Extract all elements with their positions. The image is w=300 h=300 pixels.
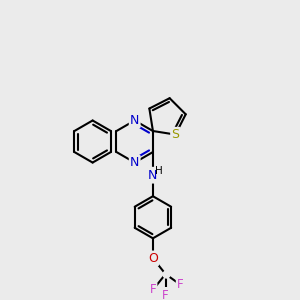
- Text: O: O: [148, 252, 158, 265]
- Text: F: F: [177, 278, 184, 291]
- Text: N: N: [130, 114, 140, 127]
- Text: F: F: [150, 283, 156, 296]
- Text: H: H: [155, 167, 163, 176]
- Text: N: N: [148, 169, 158, 182]
- Text: N: N: [130, 156, 140, 169]
- Text: F: F: [162, 289, 169, 300]
- Text: S: S: [171, 128, 179, 141]
